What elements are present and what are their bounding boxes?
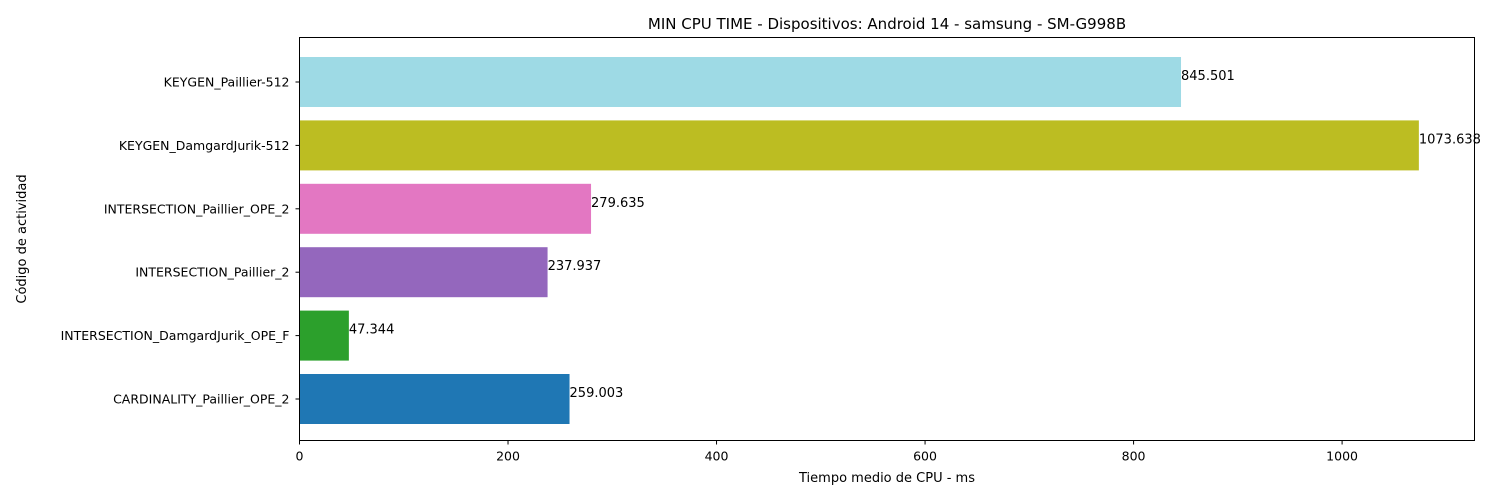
y-axis-label: Código de actividad	[15, 174, 30, 303]
y-tick-label: KEYGEN_Paillier-512	[164, 75, 290, 90]
y-axis: CARDINALITY_Paillier_OPE_2 INTERSECTION_D…	[61, 75, 300, 407]
y-tick-label: INTERSECTION_DamgardJurik_OPE_F	[61, 328, 290, 343]
bar-value-label: 259.003	[570, 386, 624, 401]
y-tick-label: CARDINALITY_Paillier_OPE_2	[113, 392, 289, 407]
bar	[299, 310, 349, 361]
bar	[299, 120, 1419, 171]
x-tick-label: 0	[296, 449, 304, 464]
bar	[299, 247, 548, 298]
bar-value-label: 1073.638	[1419, 132, 1481, 147]
y-tick-label: INTERSECTION_Paillier_OPE_2	[104, 201, 290, 216]
x-tick-label: 200	[496, 449, 520, 464]
value-labels-group: 259.003 47.344 237.937 279.635 1073.638 845.5…	[349, 69, 1481, 401]
plot-frame	[299, 37, 1475, 441]
x-axis: 0 200 400 600 800 1000	[296, 440, 1358, 464]
bar-value-label: 279.635	[591, 196, 645, 211]
x-tick-label: 600	[913, 449, 937, 464]
bar-value-label: 237.937	[548, 259, 602, 274]
chart-title: MIN CPU TIME - Dispositivos: Android 14 …	[648, 15, 1126, 33]
bar-value-label: 845.501	[1181, 69, 1235, 84]
y-tick-label: INTERSECTION_Paillier_2	[135, 265, 289, 280]
x-tick-label: 800	[1122, 449, 1146, 464]
bar-value-label: 47.344	[349, 323, 395, 338]
y-tick-label: KEYGEN_DamgardJurik-512	[119, 138, 290, 153]
bar	[299, 57, 1182, 107]
bar	[299, 374, 570, 424]
x-tick-label: 400	[705, 449, 729, 464]
x-axis-label: Tiempo medio de CPU - ms	[798, 471, 975, 486]
bars-group	[299, 57, 1419, 424]
bar	[299, 183, 592, 234]
x-tick-label: 1000	[1326, 449, 1358, 464]
